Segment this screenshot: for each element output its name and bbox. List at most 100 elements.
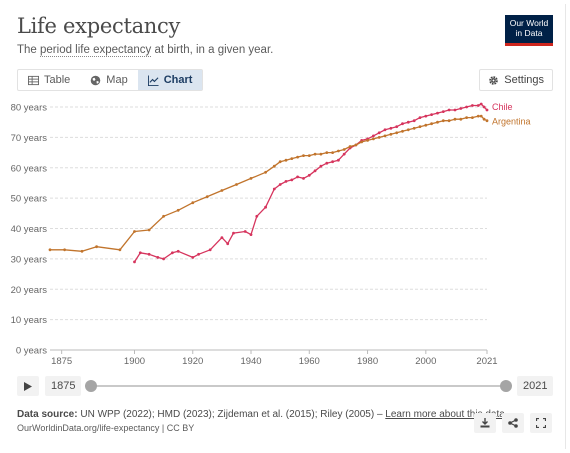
- argentina-point: [284, 158, 288, 162]
- tab-map-label: Map: [106, 74, 128, 86]
- argentina-point: [278, 160, 282, 164]
- argentina-point: [418, 125, 422, 129]
- argentina-point: [447, 119, 451, 123]
- tab-map[interactable]: Map: [80, 70, 137, 90]
- tab-table[interactable]: Table: [18, 70, 80, 90]
- chile-point: [485, 108, 489, 112]
- chile-point: [377, 131, 381, 135]
- chile-point: [476, 104, 480, 107]
- learn-more-link[interactable]: Learn more about this data: [385, 409, 505, 420]
- argentina-point: [401, 129, 404, 133]
- start-year-label[interactable]: 1875: [45, 376, 82, 396]
- argentina-point: [331, 151, 334, 155]
- argentina-point: [290, 157, 294, 161]
- y-tick-label: 50 years: [11, 194, 48, 205]
- line-chart-icon: [147, 74, 159, 86]
- x-tick-label: 1940: [240, 356, 261, 367]
- argentina-point: [459, 117, 463, 121]
- owid-logo[interactable]: Our World in Data: [505, 15, 553, 46]
- logo-line-1: Our World: [509, 18, 549, 28]
- start-handle[interactable]: [85, 380, 97, 392]
- chart-subtitle: The period life expectancy at birth, in …: [17, 44, 274, 57]
- y-tick-label: 0 years: [16, 346, 47, 357]
- chile-point: [197, 252, 201, 256]
- x-tick-label: 1875: [51, 356, 72, 367]
- argentina-point: [372, 137, 375, 141]
- chile-point: [325, 161, 329, 165]
- argentina-point: [235, 183, 238, 186]
- chile-legend-label: Chile: [492, 102, 513, 112]
- chile-point: [171, 251, 174, 255]
- end-year-label[interactable]: 2021: [517, 376, 554, 396]
- argentina-point: [264, 170, 267, 174]
- chile-point: [401, 122, 404, 126]
- chile-point: [284, 180, 288, 183]
- argentina-point: [80, 249, 84, 253]
- chile-point: [226, 242, 230, 246]
- play-button[interactable]: [17, 376, 39, 396]
- end-handle[interactable]: [500, 380, 512, 392]
- argentina-point: [249, 177, 253, 180]
- argentina-point: [412, 126, 416, 130]
- legend-layer: Chile Argentina: [492, 102, 531, 127]
- fullscreen-icon: [536, 418, 546, 428]
- chile-point: [342, 152, 346, 156]
- argentina-point: [205, 195, 209, 199]
- x-tick-label: 1960: [299, 356, 320, 367]
- chile-point: [313, 169, 317, 173]
- download-button[interactable]: [474, 413, 496, 433]
- chile-point: [133, 260, 136, 264]
- subtitle-suffix: at birth, in a given year.: [151, 44, 274, 56]
- chile-point: [383, 128, 387, 132]
- timeline: 1875 2021: [17, 376, 554, 398]
- y-tick-label: 40 years: [11, 224, 48, 235]
- chile-point: [156, 256, 160, 259]
- tab-chart[interactable]: Chart: [137, 70, 203, 90]
- chile-point: [471, 104, 474, 107]
- chile-point: [272, 187, 276, 191]
- chile-point: [232, 231, 235, 235]
- chart-title: Life expectancy: [17, 14, 181, 38]
- y-tick-label: 30 years: [11, 254, 48, 265]
- chile-point: [412, 119, 416, 123]
- argentina-point: [482, 117, 486, 121]
- chile-point: [290, 178, 294, 182]
- argentina-point: [307, 154, 311, 158]
- argentina-point: [383, 134, 387, 138]
- chile-point: [447, 108, 451, 112]
- subtitle-prefix: The: [17, 44, 41, 56]
- share-icon: [508, 418, 518, 428]
- chile-point: [162, 257, 166, 261]
- timeline-track[interactable]: [91, 385, 506, 387]
- chart-url[interactable]: OurWorldinData.org/life-expectancy | CC …: [17, 423, 195, 433]
- chile-point: [389, 126, 393, 130]
- argentina-point: [118, 248, 122, 252]
- y-tick-label: 20 years: [11, 285, 48, 296]
- y-tick-label: 10 years: [11, 315, 48, 326]
- argentina-point: [296, 155, 299, 159]
- argentina-point: [176, 208, 180, 212]
- chile-point: [264, 205, 267, 209]
- subtitle-link[interactable]: period life expectancy: [40, 44, 152, 57]
- y-tick-label: 60 years: [11, 163, 48, 174]
- argentina-point: [485, 119, 489, 123]
- argentina-point: [191, 201, 195, 205]
- fullscreen-button[interactable]: [530, 413, 552, 433]
- chile-point: [278, 183, 282, 186]
- chile-point: [406, 120, 410, 124]
- argentina-point: [319, 152, 323, 156]
- download-icon: [480, 418, 490, 428]
- table-icon: [28, 75, 39, 85]
- argentina-point: [337, 149, 340, 153]
- argentina-point: [476, 114, 480, 118]
- settings-button[interactable]: Settings: [479, 69, 553, 91]
- argentina-point: [366, 139, 369, 142]
- gear-icon: [489, 75, 499, 85]
- argentina-point: [133, 230, 136, 233]
- x-tick-label: 1900: [124, 356, 145, 367]
- chile-point: [220, 236, 224, 240]
- argentina-point: [272, 164, 276, 168]
- share-button[interactable]: [502, 413, 524, 433]
- chile-point: [243, 230, 247, 233]
- chile-point: [138, 251, 142, 255]
